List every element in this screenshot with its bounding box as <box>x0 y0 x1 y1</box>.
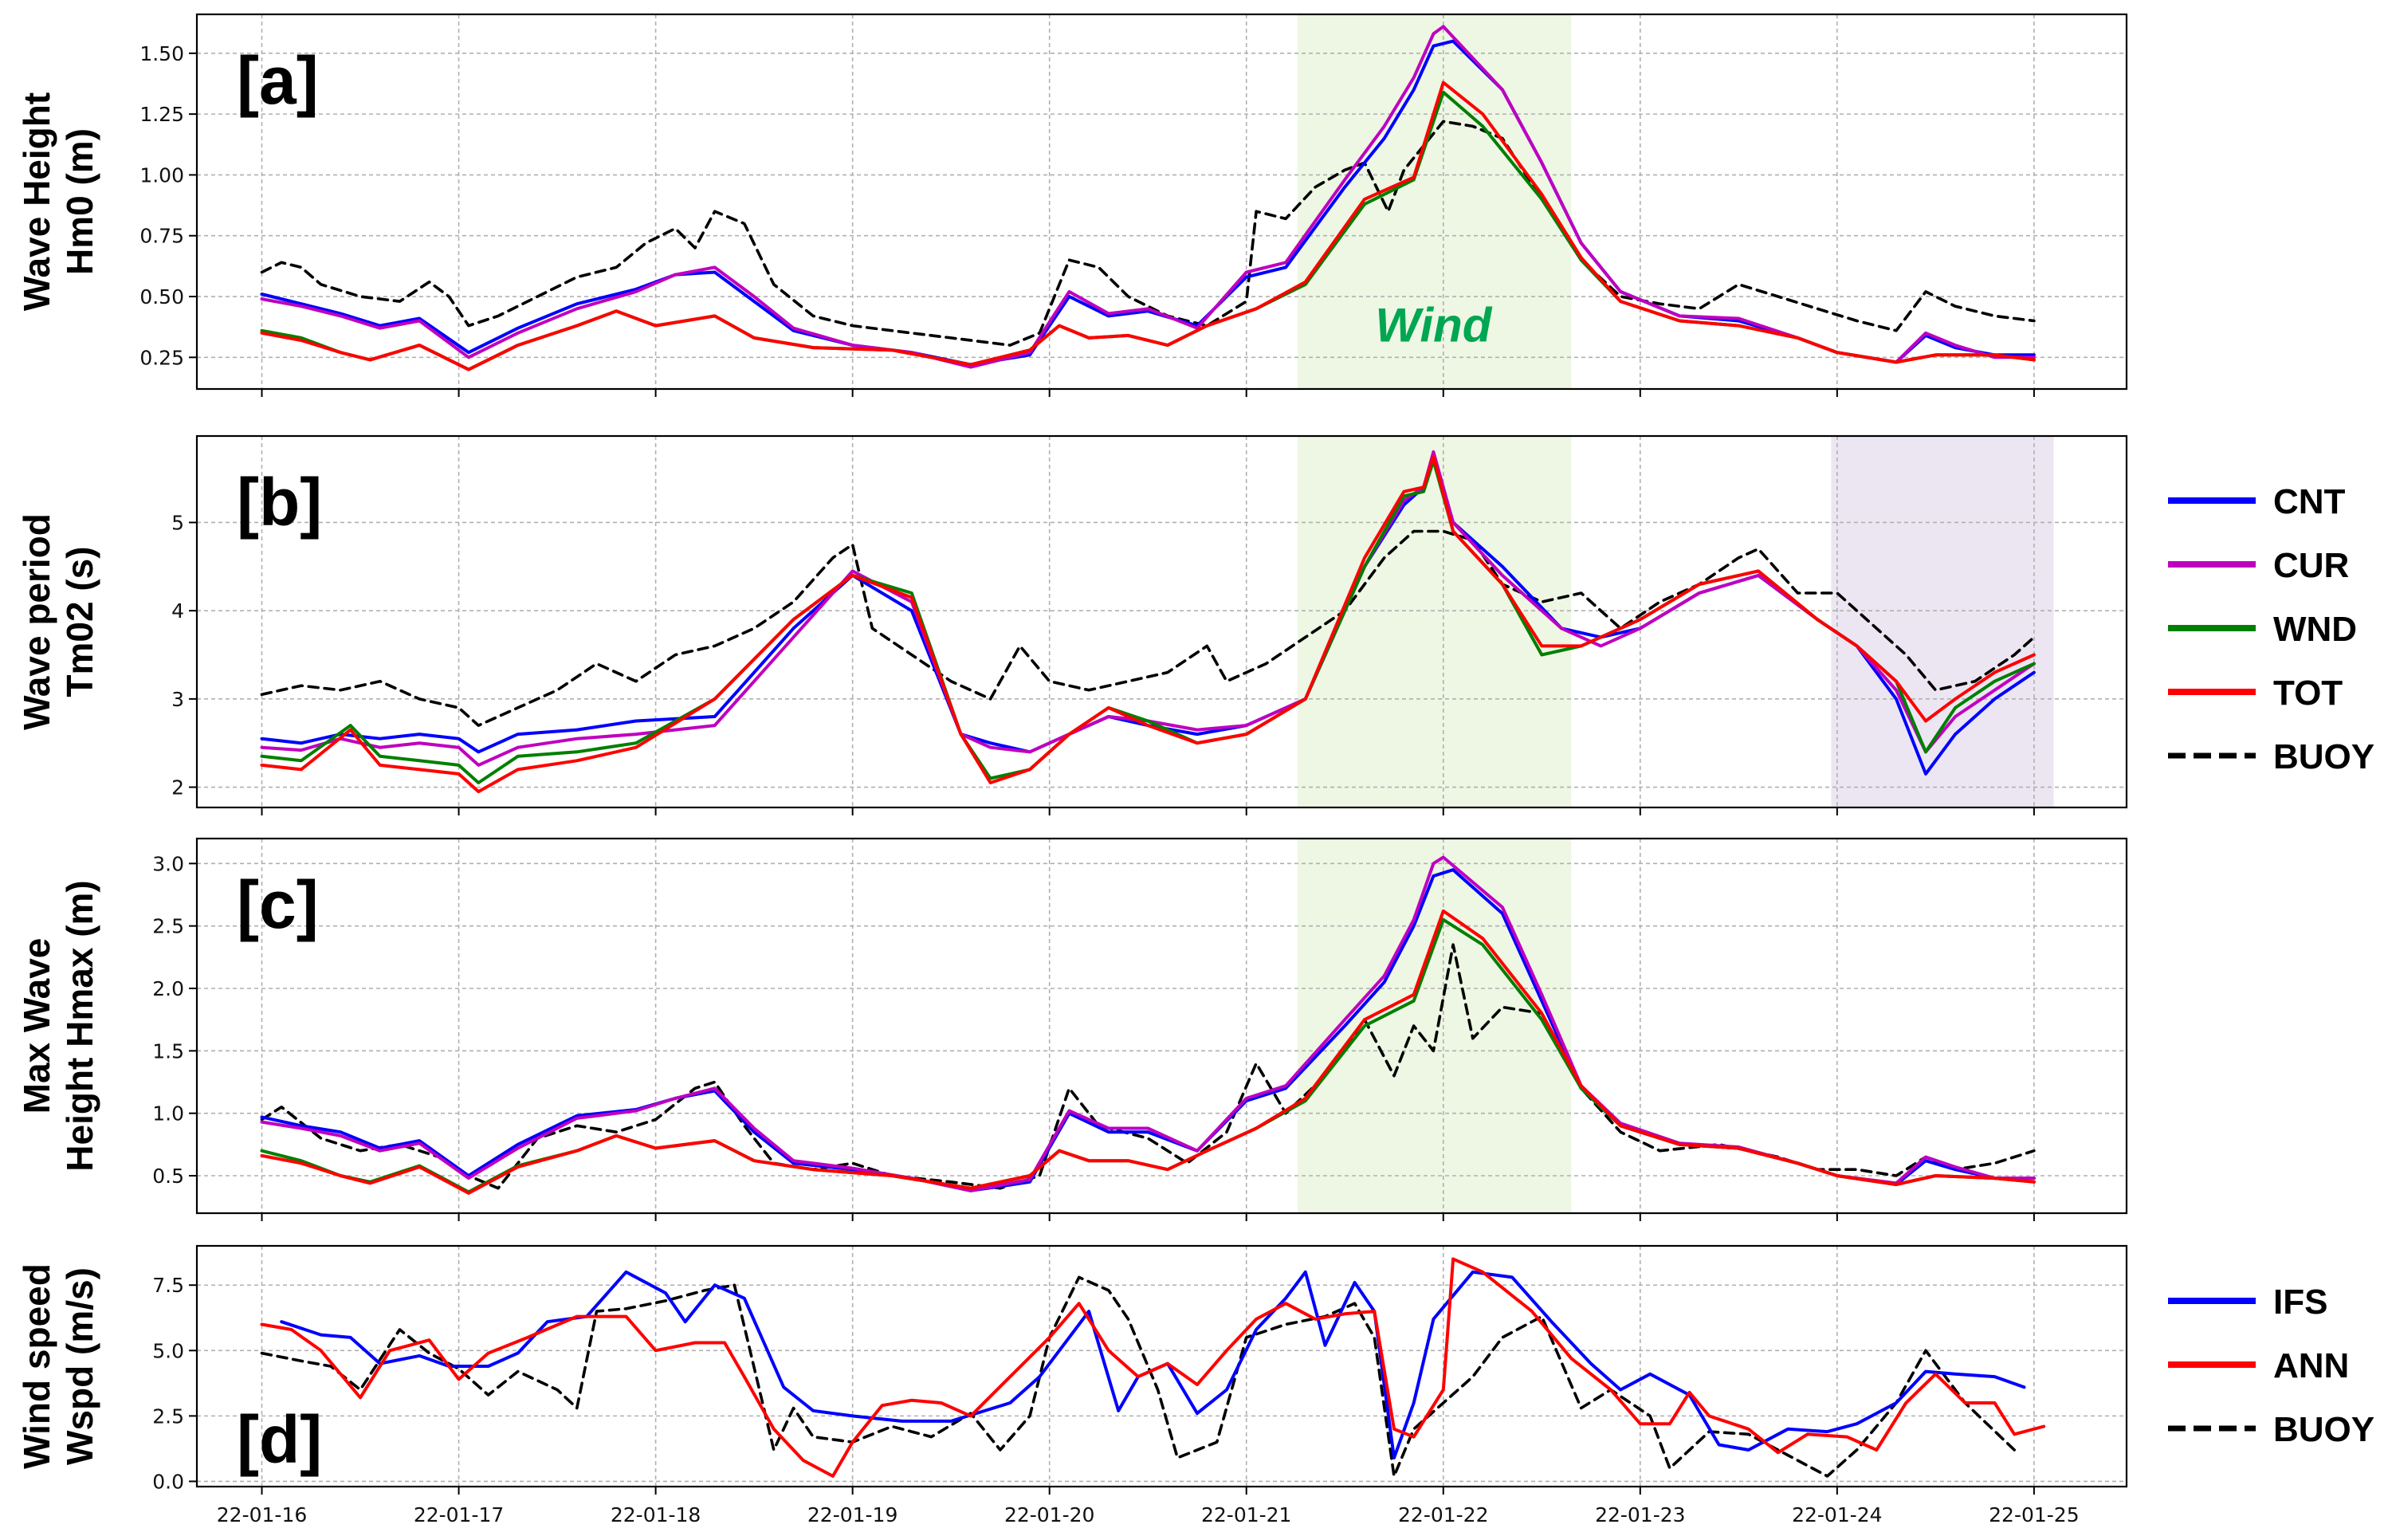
xtick-label: 22-01-18 <box>611 1503 701 1526</box>
annotation-wind: Wind <box>1375 298 1492 352</box>
ytick-label: 2.5 <box>152 915 184 938</box>
xtick-label: 22-01-17 <box>414 1503 504 1526</box>
ytick-label: 0.25 <box>139 346 184 369</box>
grid <box>197 1246 2127 1487</box>
series-line-tot <box>260 909 2036 1195</box>
legend-label-tot: TOT <box>2273 674 2343 713</box>
panel-d: 0.0 2.5 5.0 7.5 22-01-16 22-01-17 22-01-18 22-0… <box>16 1244 2128 1526</box>
ytick-label: 3.0 <box>152 852 184 875</box>
ytick-label: 5 <box>171 511 184 534</box>
ytick-label: 1.25 <box>139 103 184 126</box>
ytick-label: 2 <box>171 776 184 799</box>
panel-c: 0.5 1.0 1.5 2.0 2.5 3.0 [c] Max WaveHeight Hmax… <box>16 837 2128 1221</box>
ytick-label: 0.75 <box>139 225 184 248</box>
ytick-label: 3 <box>171 688 184 711</box>
panel-tag: [a] <box>237 43 319 118</box>
axes-frame <box>195 837 2128 1215</box>
series-line-ann <box>260 1257 2046 1478</box>
shaded-band-0 <box>1297 14 1572 389</box>
xtick-label: 22-01-20 <box>1004 1503 1094 1526</box>
y-axis-label-line: Height Hmax (m) <box>59 880 100 1171</box>
ytick-label: 1.50 <box>139 42 184 65</box>
panel-a: 0.25 0.50 0.75 1.00 1.25 1.50 [a] Wind Wave Heig… <box>16 13 2128 397</box>
ytick-label: 2.0 <box>152 977 184 1000</box>
panel-tag: [d] <box>237 1402 322 1477</box>
axes-frame <box>195 434 2128 809</box>
series-line-tot <box>260 81 2036 371</box>
grid <box>197 14 2127 389</box>
series-group <box>260 855 2036 1195</box>
y-axis-label: Wave HeightHm0 (m) <box>16 92 100 311</box>
xtick-label: 22-01-16 <box>217 1503 307 1526</box>
y-axis-label: Wave periodTm02 (s) <box>16 513 100 730</box>
y-axis-label-line: Max Wave <box>16 938 57 1114</box>
series-line-buoy <box>260 120 2036 347</box>
legend-top: CNT CUR WND TOT BUOY <box>2168 482 2374 776</box>
ytick-label: 5.0 <box>152 1339 184 1362</box>
xtick-label: 22-01-25 <box>1989 1503 2079 1526</box>
series-group <box>260 1257 2046 1478</box>
panel-b: 2 3 4 5 [b] Wave periodTm02 (s) <box>16 434 2128 815</box>
ytick-label: 1.00 <box>139 163 184 187</box>
series-line-tot <box>260 454 2036 794</box>
panel-tag: [b] <box>237 465 322 540</box>
axes-frame <box>195 1244 2128 1488</box>
y-axis-label-line: Wind speed <box>16 1263 57 1469</box>
axes-frame <box>195 13 2128 391</box>
ytick-label: 1.0 <box>152 1102 184 1126</box>
legend-label-cur: CUR <box>2273 546 2349 585</box>
xtick-label: 22-01-22 <box>1398 1503 1488 1526</box>
xtick-label: 22-01-24 <box>1792 1503 1882 1526</box>
legend-label-cnt: CNT <box>2273 482 2346 521</box>
series-group <box>260 450 2036 794</box>
y-axis-label-line: Wave period <box>16 513 57 730</box>
y-axis-label-line: Wspd (m/s) <box>59 1267 100 1465</box>
legend-label-ifs: IFS <box>2273 1283 2327 1322</box>
ytick-label: 2.5 <box>152 1404 184 1428</box>
y-axis-label-line: Hm0 (m) <box>59 128 100 275</box>
y-axis-label-line: Wave Height <box>16 92 57 311</box>
xtick-label: 22-01-21 <box>1201 1503 1291 1526</box>
y-axis-label: Max WaveHeight Hmax (m) <box>16 880 100 1171</box>
panels: 0.25 0.50 0.75 1.00 1.25 1.50 [a] Wind Wave Heig… <box>16 13 2128 1526</box>
panel-tag: [c] <box>237 867 319 942</box>
legend-label-ann: ANN <box>2273 1346 2349 1385</box>
xtick-label: 22-01-19 <box>807 1503 897 1526</box>
series-line-buoy <box>260 1275 2016 1478</box>
ytick-label: 7.5 <box>152 1274 184 1297</box>
xtick-label: 22-01-23 <box>1595 1503 1685 1526</box>
ytick-label: 0.50 <box>139 285 184 308</box>
ytick-label: 0.0 <box>152 1470 184 1493</box>
ytick-label: 0.5 <box>152 1165 184 1188</box>
legend-bottom: IFS ANN BUOY <box>2168 1283 2374 1449</box>
ytick-label: 4 <box>171 599 184 623</box>
legend-label-wnd: WND <box>2273 610 2357 649</box>
series-line-ifs <box>280 1270 2026 1459</box>
series-line-cur <box>260 25 2036 369</box>
legend-label-buoy: BUOY <box>2273 1410 2374 1449</box>
y-axis-label: Wind speedWspd (m/s) <box>16 1263 100 1469</box>
y-axis-label-line: Tm02 (s) <box>59 546 100 697</box>
ytick-label: 1.5 <box>152 1039 184 1063</box>
series-group <box>260 25 2036 371</box>
series-line-cur <box>260 450 2036 767</box>
series-line-buoy <box>260 529 2036 727</box>
legend-label-buoy: BUOY <box>2273 737 2374 776</box>
